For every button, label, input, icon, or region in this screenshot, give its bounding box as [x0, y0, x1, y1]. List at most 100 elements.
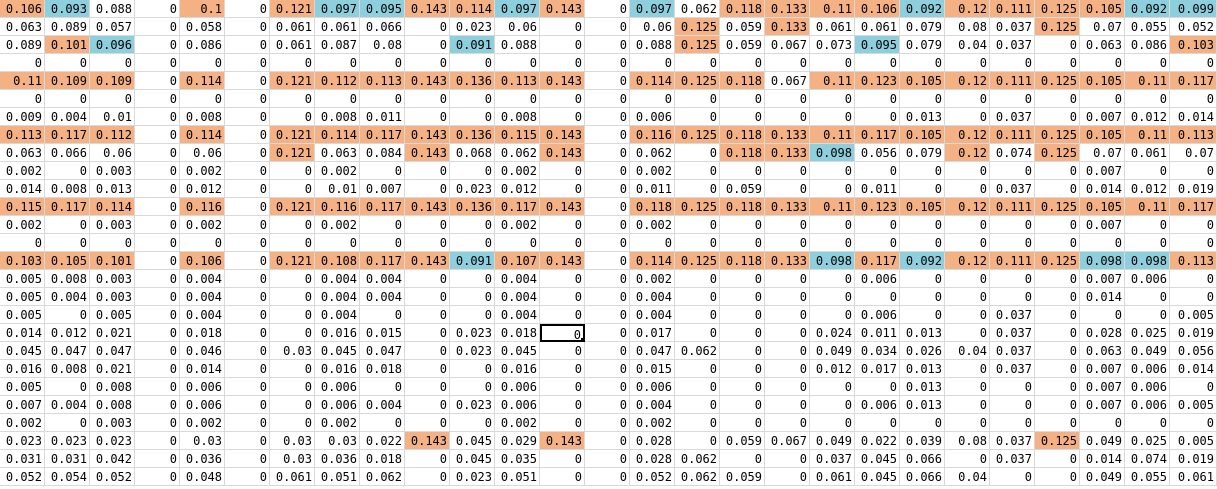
table-cell[interactable]: 0	[135, 252, 180, 270]
table-cell[interactable]: 0	[765, 180, 810, 198]
table-cell[interactable]: 0	[675, 216, 720, 234]
table-cell[interactable]: 0.049	[1080, 432, 1125, 450]
table-cell[interactable]: 0.023	[450, 468, 495, 486]
table-cell[interactable]: 0.007	[1080, 162, 1125, 180]
table-cell[interactable]: 0.143	[405, 252, 450, 270]
table-cell[interactable]: 0	[900, 288, 945, 306]
table-cell[interactable]: 0.105	[1080, 198, 1125, 216]
table-cell[interactable]: 0	[720, 54, 765, 72]
table-cell[interactable]: 0.008	[45, 180, 90, 198]
table-cell[interactable]: 0.047	[90, 342, 135, 360]
table-cell[interactable]: 0.084	[360, 144, 405, 162]
table-cell[interactable]: 0.062	[675, 450, 720, 468]
table-cell[interactable]: 0.002	[630, 216, 675, 234]
table-cell[interactable]: 0	[810, 378, 855, 396]
table-cell[interactable]: 0	[675, 90, 720, 108]
table-cell[interactable]: 0	[945, 360, 990, 378]
table-cell[interactable]: 0	[585, 450, 630, 468]
table-cell[interactable]: 0	[765, 414, 810, 432]
table-cell[interactable]: 0	[405, 306, 450, 324]
table-cell[interactable]: 0	[225, 108, 270, 126]
table-cell[interactable]: 0.004	[495, 306, 540, 324]
table-cell[interactable]: 0	[135, 414, 180, 432]
table-cell[interactable]: 0	[1125, 414, 1170, 432]
table-cell[interactable]: 0.014	[1080, 180, 1125, 198]
table-cell[interactable]: 0	[855, 108, 900, 126]
table-cell[interactable]: 0.023	[450, 180, 495, 198]
table-cell[interactable]: 0	[540, 18, 585, 36]
table-cell[interactable]: 0.013	[900, 360, 945, 378]
table-cell[interactable]: 0.016	[315, 360, 360, 378]
table-cell[interactable]: 0	[495, 90, 540, 108]
table-cell[interactable]: 0	[405, 54, 450, 72]
table-cell[interactable]: 0	[990, 288, 1035, 306]
table-cell[interactable]: 0	[225, 414, 270, 432]
table-cell[interactable]: 0.092	[900, 252, 945, 270]
table-cell[interactable]: 0.125	[675, 18, 720, 36]
table-cell[interactable]: 0	[900, 180, 945, 198]
table-cell[interactable]: 0	[405, 90, 450, 108]
table-cell[interactable]: 0	[1125, 216, 1170, 234]
table-cell[interactable]: 0.012	[810, 360, 855, 378]
table-cell[interactable]: 0	[405, 36, 450, 54]
table-cell[interactable]: 0	[450, 234, 495, 252]
table-cell[interactable]: 0	[855, 288, 900, 306]
table-cell[interactable]: 0.011	[630, 180, 675, 198]
table-cell[interactable]: 0	[135, 378, 180, 396]
table-cell[interactable]: 0.03	[270, 432, 315, 450]
table-cell[interactable]: 0	[585, 54, 630, 72]
table-cell[interactable]: 0.121	[270, 198, 315, 216]
table-cell[interactable]: 0	[225, 162, 270, 180]
table-cell[interactable]: 0.037	[990, 324, 1035, 342]
table-cell[interactable]: 0.014	[1170, 360, 1217, 378]
table-cell[interactable]: 0.045	[855, 450, 900, 468]
table-cell[interactable]: 0.108	[315, 252, 360, 270]
table-cell[interactable]: 0	[405, 270, 450, 288]
table-cell[interactable]: 0.023	[450, 324, 495, 342]
table-cell[interactable]: 0	[225, 180, 270, 198]
table-cell[interactable]: 0.063	[1080, 36, 1125, 54]
table-cell[interactable]: 0	[225, 360, 270, 378]
table-cell[interactable]: 0.011	[855, 324, 900, 342]
table-cell[interactable]: 0	[585, 216, 630, 234]
table-cell[interactable]: 0	[270, 360, 315, 378]
table-cell[interactable]: 0	[1080, 414, 1125, 432]
table-cell[interactable]: 0	[225, 90, 270, 108]
table-cell[interactable]: 0	[945, 414, 990, 432]
table-cell[interactable]: 0.018	[495, 324, 540, 342]
table-cell[interactable]: 0.114	[315, 126, 360, 144]
table-cell[interactable]: 0.004	[630, 306, 675, 324]
table-cell[interactable]: 0.099	[1170, 0, 1217, 18]
table-cell[interactable]: 0.054	[45, 468, 90, 486]
table-cell[interactable]: 0	[675, 108, 720, 126]
table-cell[interactable]: 0.105	[900, 126, 945, 144]
table-cell[interactable]: 0	[945, 378, 990, 396]
table-cell[interactable]: 0	[225, 252, 270, 270]
table-cell[interactable]: 0	[675, 270, 720, 288]
table-cell[interactable]: 0.112	[90, 126, 135, 144]
table-cell[interactable]: 0.04	[945, 342, 990, 360]
table-cell[interactable]: 0.002	[315, 414, 360, 432]
table-cell[interactable]: 0	[225, 342, 270, 360]
table-cell[interactable]: 0.093	[45, 0, 90, 18]
table-cell[interactable]: 0	[990, 234, 1035, 252]
table-cell[interactable]: 0.113	[1170, 252, 1217, 270]
table-cell[interactable]: 0	[450, 90, 495, 108]
table-cell[interactable]: 0.006	[180, 378, 225, 396]
table-cell[interactable]: 0.031	[0, 450, 45, 468]
table-cell[interactable]: 0.125	[1035, 144, 1080, 162]
table-cell[interactable]: 0.086	[1125, 36, 1170, 54]
table-cell[interactable]: 0.025	[1125, 324, 1170, 342]
table-cell[interactable]: 0.037	[810, 450, 855, 468]
table-cell[interactable]: 0.079	[900, 36, 945, 54]
table-cell[interactable]: 0.118	[720, 0, 765, 18]
table-cell[interactable]: 0.066	[900, 468, 945, 486]
table-cell[interactable]: 0.039	[900, 432, 945, 450]
table-cell[interactable]: 0.006	[855, 306, 900, 324]
table-cell[interactable]: 0	[1035, 234, 1080, 252]
table-cell[interactable]: 0.08	[945, 432, 990, 450]
table-cell[interactable]: 0	[270, 306, 315, 324]
table-cell[interactable]: 0.133	[765, 144, 810, 162]
table-cell[interactable]: 0	[450, 54, 495, 72]
table-cell[interactable]: 0.07	[1080, 144, 1125, 162]
